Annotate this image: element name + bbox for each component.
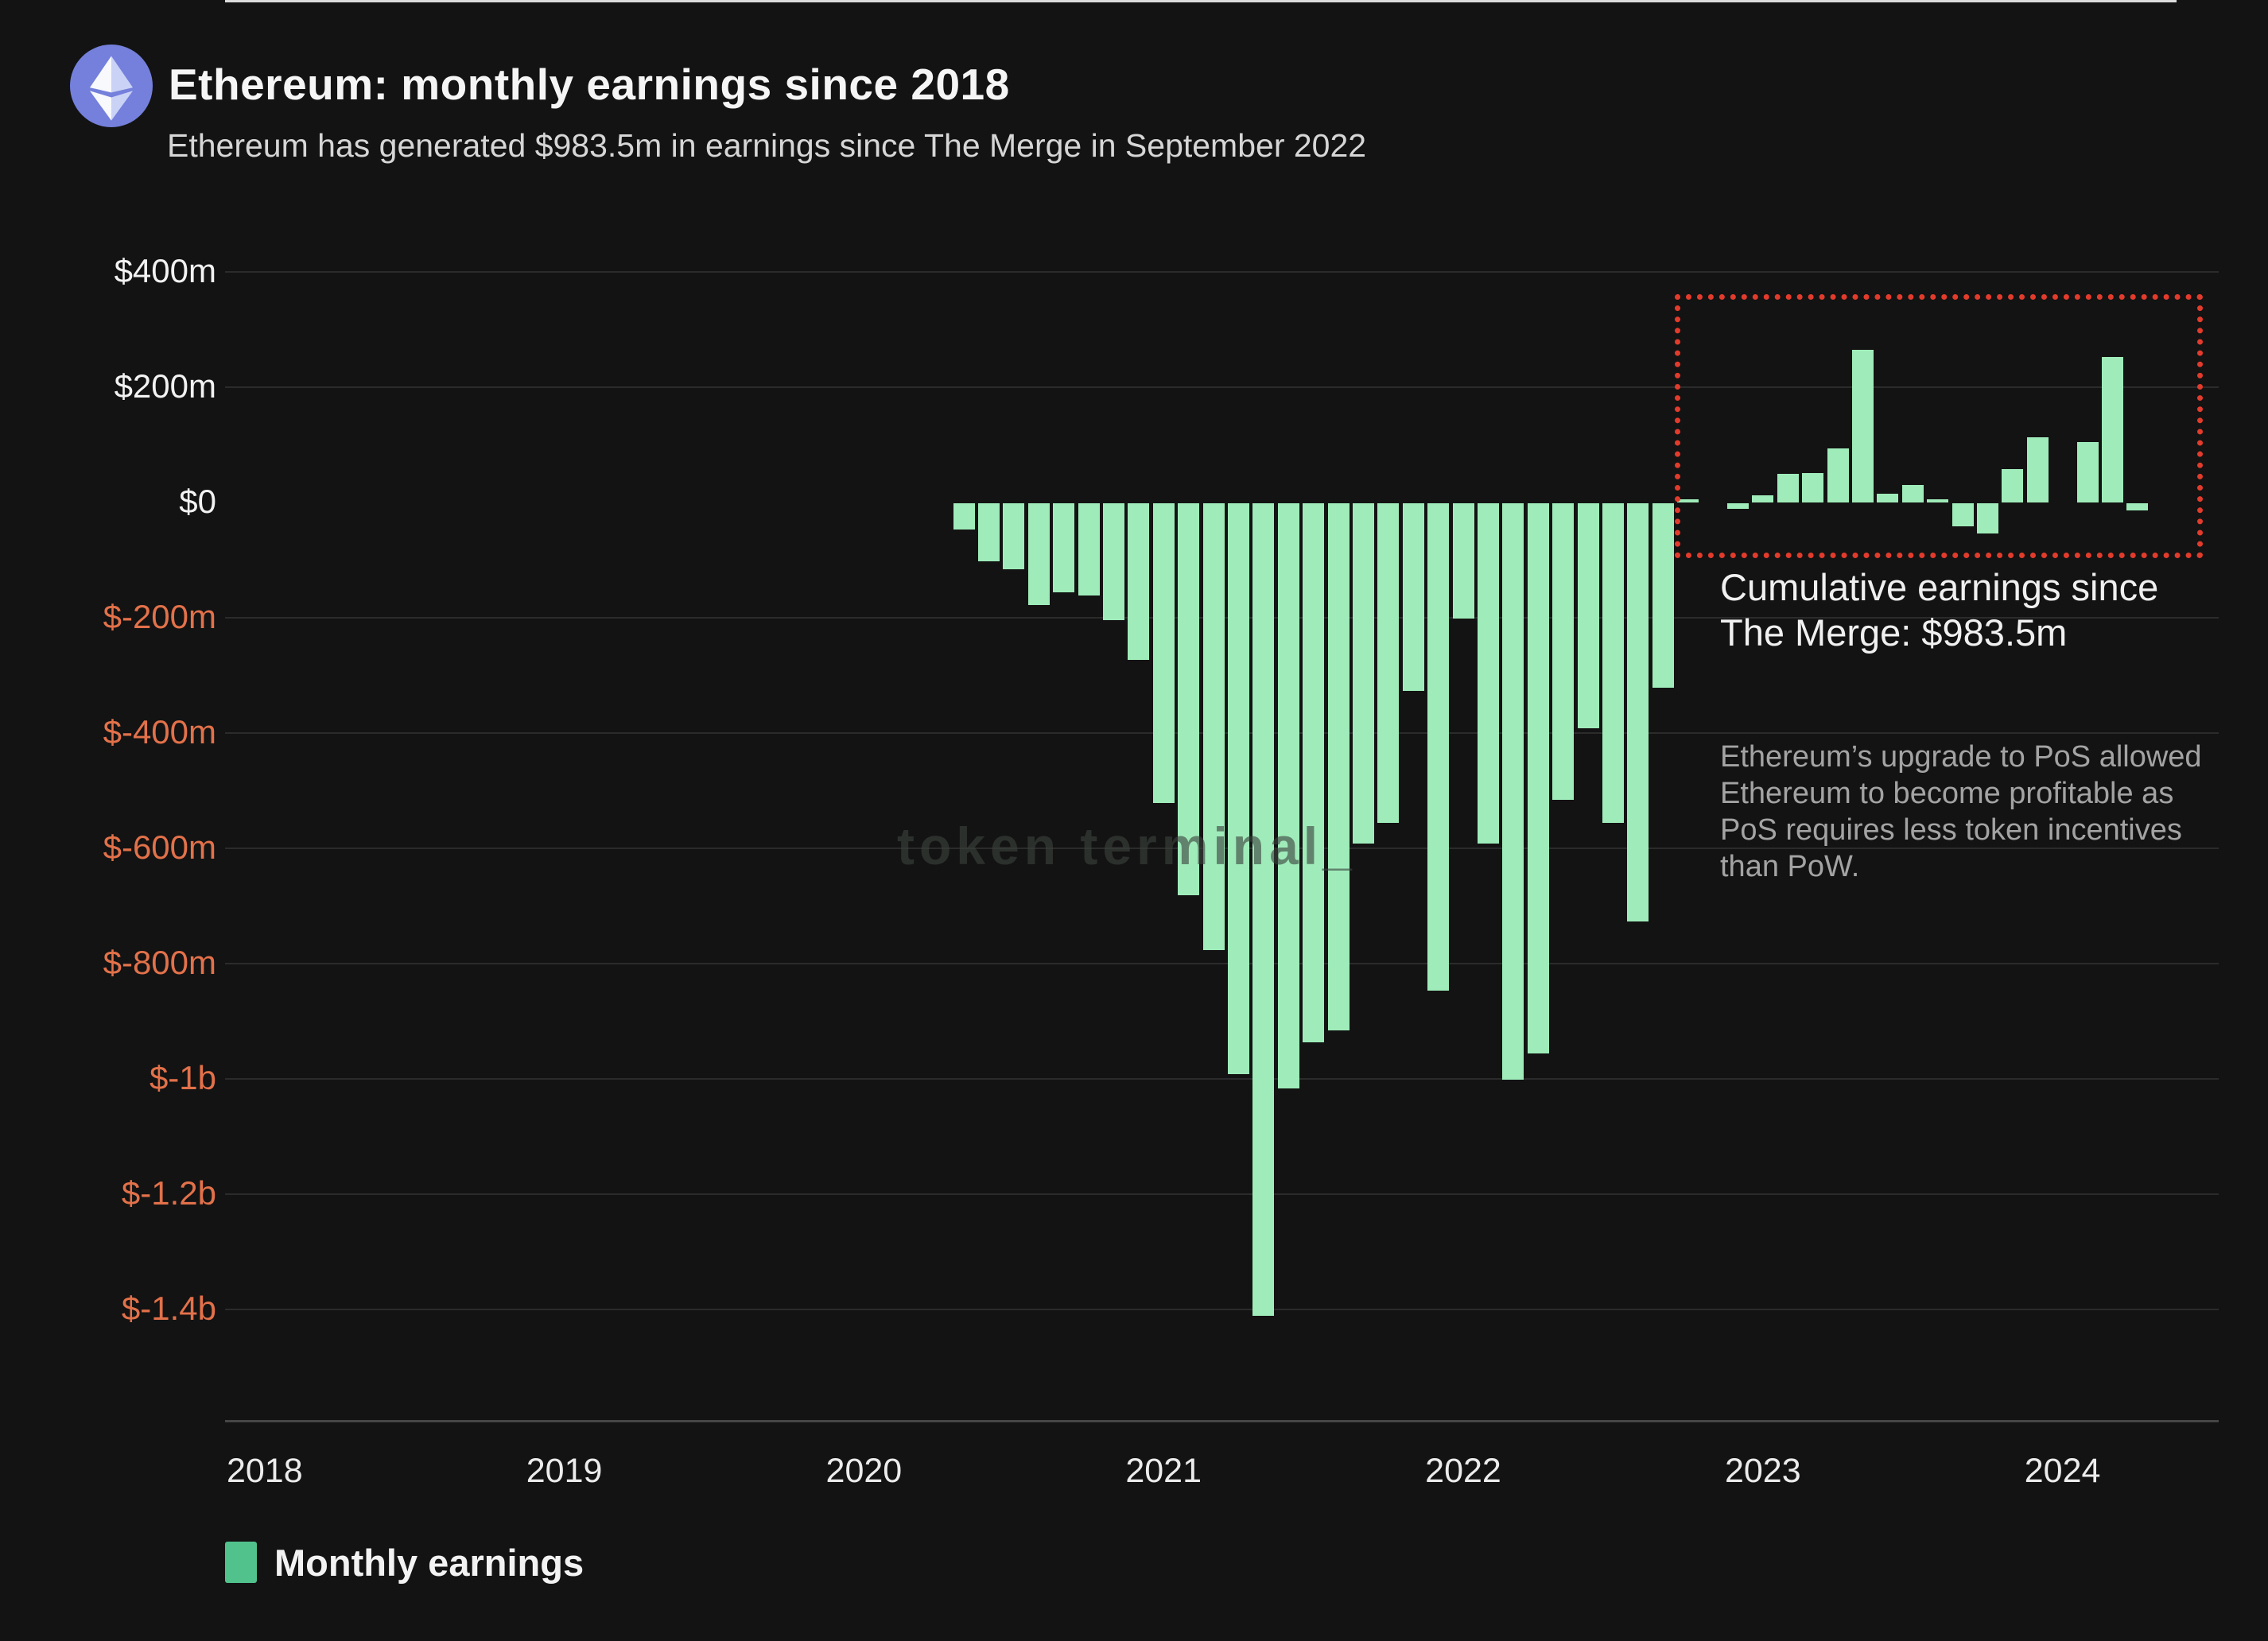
post-merge-highlight-box bbox=[1675, 294, 2203, 558]
y-tick-label-$0: $0 bbox=[179, 483, 216, 520]
bar-2021-10[interactable] bbox=[1377, 503, 1400, 824]
bar-2021-09[interactable] bbox=[1352, 503, 1374, 844]
bar-2022-10[interactable] bbox=[1677, 499, 1699, 502]
x-tick-label-2018: 2018 bbox=[226, 1452, 303, 1490]
bar-2021-04[interactable] bbox=[1227, 503, 1249, 1074]
annotation-body-line-4: than PoW. bbox=[1720, 850, 1860, 883]
annotation-body-line-1: Ethereum’s upgrade to PoS allowed bbox=[1720, 740, 2202, 774]
bar-2022-01[interactable] bbox=[1452, 503, 1474, 619]
bar-2020-08[interactable] bbox=[1027, 503, 1050, 606]
page-subtitle: Ethereum has generated $983.5m in earnin… bbox=[167, 127, 1367, 164]
bar-2021-03[interactable] bbox=[1202, 503, 1225, 950]
annotation-heading-line-1: Cumulative earnings since bbox=[1720, 566, 2159, 608]
bar-2022-02[interactable] bbox=[1477, 503, 1499, 844]
gridline-$-1b bbox=[225, 1078, 2219, 1080]
zero-axis-line bbox=[225, 0, 2177, 2]
y-tick-label-$400m: $400m bbox=[114, 252, 216, 289]
bar-2020-05[interactable] bbox=[953, 503, 975, 530]
y-tick-label-$-1.4b: $-1.4b bbox=[121, 1290, 216, 1327]
page-title: Ethereum: monthly earnings since 2018 bbox=[169, 60, 1010, 109]
gridline-$-1.2b bbox=[225, 1193, 2219, 1195]
bar-2021-11[interactable] bbox=[1402, 503, 1424, 691]
bar-2021-06[interactable] bbox=[1277, 503, 1299, 1088]
bar-2021-02[interactable] bbox=[1178, 503, 1200, 895]
bar-2024-03[interactable] bbox=[2101, 357, 2123, 502]
bar-2023-12[interactable] bbox=[2026, 437, 2049, 502]
bar-2024-04[interactable] bbox=[2126, 503, 2149, 510]
bar-2022-07[interactable] bbox=[1602, 503, 1624, 824]
bar-2020-10[interactable] bbox=[1078, 503, 1100, 595]
bar-2021-01[interactable] bbox=[1152, 503, 1175, 803]
bar-2021-05[interactable] bbox=[1252, 503, 1275, 1317]
annotation-body-line-2: Ethereum to become profitable as bbox=[1720, 777, 2174, 810]
gridline-$200m bbox=[225, 386, 2219, 388]
bar-2023-09[interactable] bbox=[1951, 503, 1974, 526]
bar-2023-03[interactable] bbox=[1802, 473, 1824, 502]
bar-2020-12[interactable] bbox=[1128, 503, 1150, 661]
bar-2022-05[interactable] bbox=[1552, 503, 1575, 801]
bar-2022-03[interactable] bbox=[1502, 503, 1524, 1080]
bar-2023-08[interactable] bbox=[1927, 499, 1949, 502]
gridline-$-800m bbox=[225, 963, 2219, 964]
y-tick-label-$-800m: $-800m bbox=[103, 944, 216, 981]
bar-2022-04[interactable] bbox=[1527, 503, 1549, 1054]
chart-legend: Monthly earnings bbox=[225, 1541, 584, 1584]
bar-2020-07[interactable] bbox=[1003, 503, 1025, 569]
bar-2023-10[interactable] bbox=[1976, 503, 1998, 534]
bar-2021-12[interactable] bbox=[1427, 503, 1450, 991]
bar-2023-04[interactable] bbox=[1827, 448, 1849, 502]
monthly-earnings-legend-swatch bbox=[225, 1542, 257, 1583]
y-tick-label-$-200m: $-200m bbox=[103, 598, 216, 635]
x-tick-label-2023: 2023 bbox=[1724, 1452, 1801, 1490]
bar-2022-09[interactable] bbox=[1652, 503, 1674, 688]
annotation-body: Ethereum’s upgrade to PoS allowed Ethereu… bbox=[1720, 739, 2229, 885]
bar-2023-06[interactable] bbox=[1877, 494, 1899, 502]
token-terminal-watermark: token terminal_ bbox=[897, 817, 1357, 875]
gridline-$400m bbox=[225, 271, 2219, 273]
bar-2021-08[interactable] bbox=[1327, 503, 1350, 1031]
bar-2022-12[interactable] bbox=[1726, 503, 1749, 510]
y-tick-label-$-1.2b: $-1.2b bbox=[121, 1174, 216, 1212]
y-tick-label-$-1b: $-1b bbox=[149, 1059, 216, 1096]
y-tick-label-$-600m: $-600m bbox=[103, 828, 216, 866]
x-tick-label-2020: 2020 bbox=[825, 1452, 903, 1490]
monthly-earnings-legend-label: Monthly earnings bbox=[274, 1541, 584, 1584]
cumulative-earnings-annotation: Cumulative earnings since The Merge: $98… bbox=[1720, 564, 2229, 885]
bar-2023-11[interactable] bbox=[2002, 468, 2024, 502]
x-tick-label-2024: 2024 bbox=[2024, 1452, 2101, 1490]
bar-2020-06[interactable] bbox=[977, 503, 1000, 561]
y-tick-label-$-400m: $-400m bbox=[103, 713, 216, 751]
bar-2023-05[interactable] bbox=[1851, 349, 1874, 502]
bar-2023-07[interactable] bbox=[1901, 485, 1924, 502]
bar-2023-02[interactable] bbox=[1777, 473, 1799, 502]
bar-2020-09[interactable] bbox=[1053, 503, 1075, 592]
annotation-body-line-3: PoS requires less token incentives bbox=[1720, 813, 2182, 847]
x-tick-label-2022: 2022 bbox=[1425, 1452, 1501, 1490]
x-axis-line bbox=[225, 1420, 2219, 1422]
bar-2021-07[interactable] bbox=[1303, 503, 1325, 1042]
bar-2024-02[interactable] bbox=[2076, 441, 2099, 502]
bar-2023-01[interactable] bbox=[1752, 495, 1774, 502]
x-tick-label-2019: 2019 bbox=[526, 1452, 603, 1490]
gridline-$-1.4b bbox=[225, 1309, 2219, 1310]
x-tick-label-2021: 2021 bbox=[1125, 1452, 1202, 1490]
bar-2022-06[interactable] bbox=[1577, 503, 1599, 728]
ethereum-logo-icon bbox=[70, 45, 153, 127]
bar-2022-08[interactable] bbox=[1627, 503, 1649, 921]
y-tick-label-$200m: $200m bbox=[114, 367, 216, 405]
annotation-heading-line-2: The Merge: $983.5m bbox=[1720, 611, 2068, 654]
bar-2020-11[interactable] bbox=[1102, 503, 1124, 621]
